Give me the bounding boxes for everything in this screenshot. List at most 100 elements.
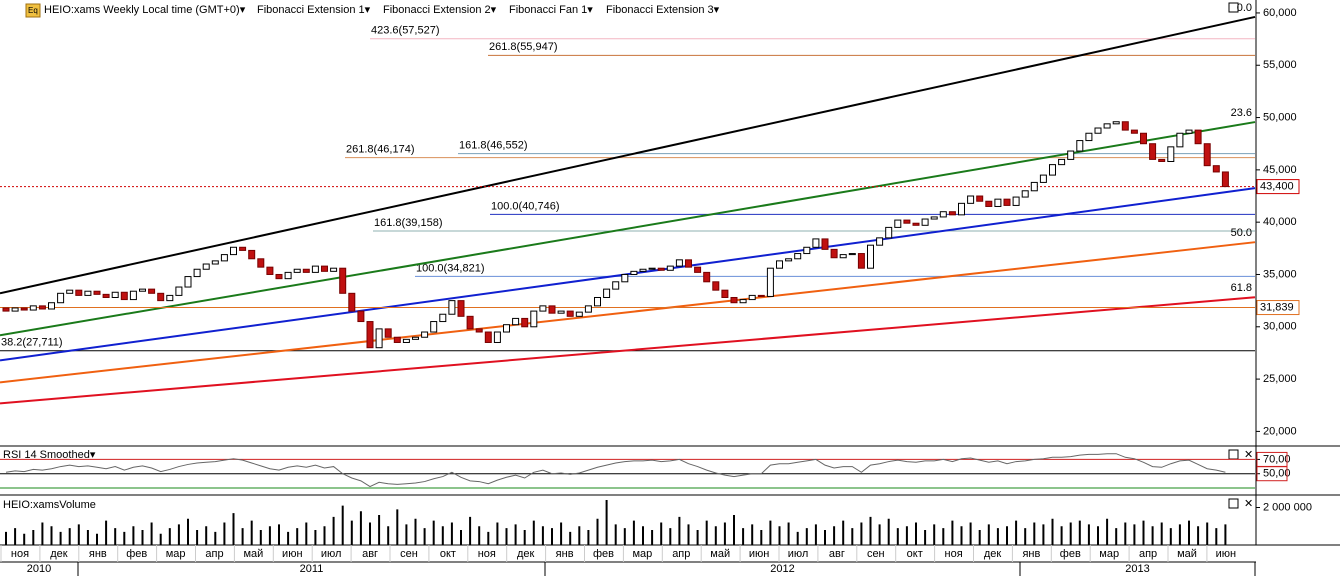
candle: [703, 271, 711, 283]
candle: [803, 246, 811, 255]
candle: [839, 254, 847, 259]
volume-bar: [915, 522, 917, 545]
volume-bar: [1051, 518, 1054, 545]
close-button[interactable]: ✕: [1244, 449, 1253, 461]
study-menu[interactable]: Fibonacci Extension 1▾: [257, 4, 371, 16]
fib-label: 100.0(40,746): [491, 200, 560, 212]
volume-bar: [41, 522, 44, 545]
volume-bar: [1087, 524, 1090, 545]
candle: [867, 244, 874, 269]
volume-bar: [1124, 522, 1127, 545]
month-label: мар: [1099, 548, 1119, 560]
month-label: апр: [205, 548, 223, 560]
candle: [857, 253, 865, 269]
fan-line: [0, 241, 1256, 384]
volume-bar: [323, 526, 326, 545]
candle: [275, 273, 283, 280]
candle: [348, 292, 356, 312]
candle: [739, 299, 747, 304]
volume-bar: [396, 509, 399, 545]
candle: [1203, 143, 1211, 167]
fan-label: 0.0: [1237, 2, 1252, 14]
month-label: фев: [593, 548, 614, 560]
candle: [675, 259, 683, 267]
candle: [976, 195, 984, 202]
month-label: янв: [1022, 548, 1040, 560]
candle: [876, 237, 884, 246]
volume-bar: [32, 530, 35, 545]
month-label: июл: [788, 548, 809, 560]
volume-bar: [1097, 526, 1099, 545]
volume-bar: [905, 526, 908, 545]
volume-bar: [196, 530, 199, 545]
candle: [630, 270, 638, 275]
volume-bar: [478, 526, 481, 545]
symbol-menu[interactable]: HEIO:xams Weekly Local time (GMT+0)▾: [44, 4, 246, 16]
rsi-line: [5, 453, 1226, 488]
candle: [503, 324, 510, 333]
volume-bar: [523, 530, 526, 545]
candle: [1021, 190, 1029, 198]
panel-title: HEIO:xamsVolume: [3, 499, 96, 511]
candle: [794, 253, 802, 260]
volume-bar: [1106, 518, 1109, 545]
volume-bar: [687, 524, 690, 545]
candle: [730, 296, 738, 304]
candle: [1194, 129, 1202, 145]
candle: [230, 246, 237, 256]
candle: [2, 307, 10, 312]
study-menu[interactable]: Fibonacci Fan 1▾: [509, 4, 593, 16]
candle: [120, 291, 128, 301]
candle: [457, 300, 465, 317]
candle: [439, 313, 447, 323]
candle: [930, 216, 938, 220]
candle: [93, 290, 101, 295]
candle: [512, 317, 520, 326]
candle: [1158, 158, 1166, 162]
study-menu[interactable]: Fibonacci Extension 2▾: [383, 4, 497, 16]
volume-bar: [1197, 526, 1200, 545]
volume-bar: [851, 528, 854, 545]
volume-bar: [14, 528, 17, 545]
fib-label: 100.0(34,821): [416, 262, 485, 274]
icon[interactable]: [25, 3, 41, 18]
candle: [129, 290, 137, 301]
volume-bar: [769, 520, 772, 545]
candle: [1067, 150, 1075, 160]
fib-label: 38.2(27,711): [1, 337, 63, 349]
study-menu[interactable]: Fibonacci Extension 3▾: [606, 4, 720, 16]
volume-bar: [705, 520, 708, 545]
candle: [894, 219, 902, 228]
month-label: авг: [362, 548, 378, 560]
candle: [402, 338, 410, 343]
volume-bar: [168, 528, 171, 545]
level-tag: [1256, 466, 1288, 482]
candle: [821, 238, 829, 250]
volume-bar: [1015, 520, 1018, 545]
volume-bar: [742, 528, 745, 545]
month-label: ноя: [11, 548, 29, 560]
candle: [648, 267, 656, 270]
candle: [721, 289, 729, 298]
volume-bar: [1224, 524, 1227, 545]
volume-bar: [969, 522, 972, 545]
month-label: дек: [517, 548, 535, 560]
candle: [421, 331, 429, 338]
close-button[interactable]: ✕: [1244, 498, 1253, 510]
candle: [448, 300, 456, 315]
volume-bar: [1133, 524, 1136, 545]
year-label: 2011: [300, 563, 324, 575]
volume-bar: [86, 530, 89, 545]
candle: [948, 211, 956, 216]
candle: [785, 258, 793, 262]
volume-bar: [596, 518, 599, 545]
volume-bar: [105, 520, 108, 545]
candle: [657, 267, 665, 271]
volume-bar: [1151, 526, 1154, 545]
volume-bar: [314, 530, 317, 545]
volume-bar: [987, 524, 990, 545]
candle: [1140, 132, 1147, 145]
volume-bar: [678, 516, 681, 545]
volume-bar: [359, 511, 362, 545]
